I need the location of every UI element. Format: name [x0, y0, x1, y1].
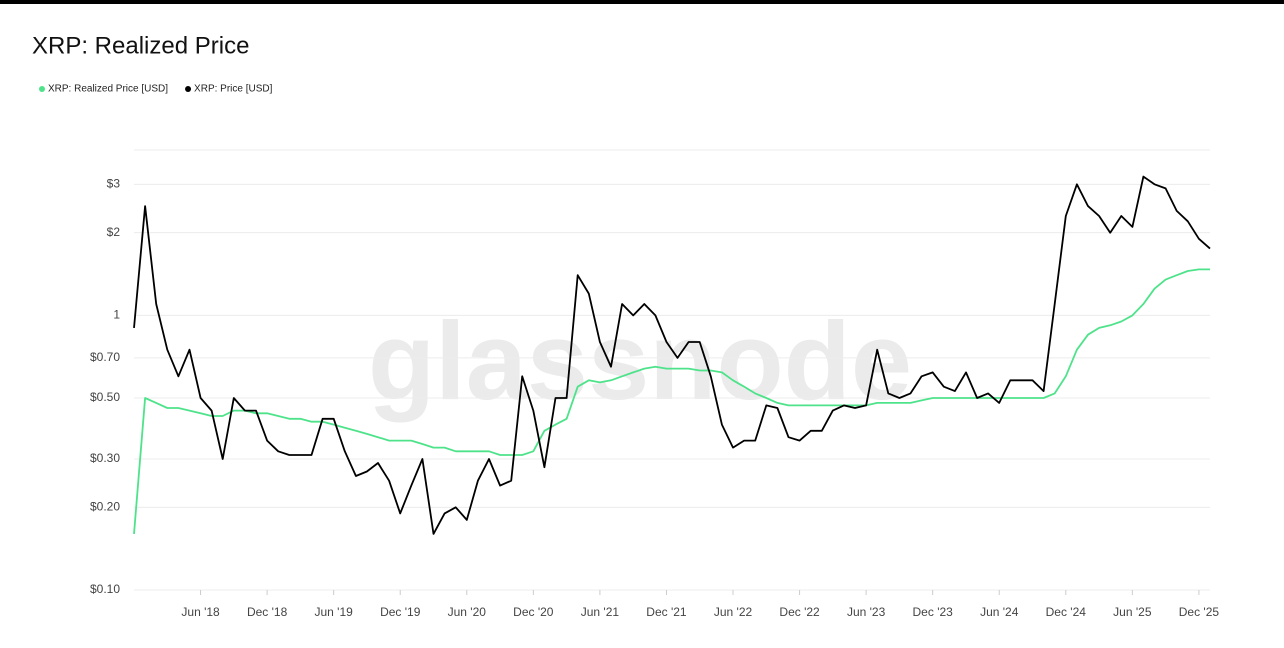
- x-tick-label: Dec '20: [513, 605, 554, 619]
- x-tick-label: Jun '23: [847, 605, 886, 619]
- y-tick-label: $0.70: [90, 350, 120, 364]
- legend-marker: [185, 86, 192, 92]
- legend: XRP: Realized Price [USD] XRP: Price [USD…: [39, 84, 273, 95]
- y-tick-label: $0.50: [90, 390, 120, 404]
- y-tick-label: $0.10: [90, 582, 120, 596]
- x-tick-label: Dec '21: [646, 605, 687, 619]
- legend-marker: [39, 86, 45, 92]
- chart-title: XRP: Realized Price: [32, 32, 249, 59]
- watermark: glassnode: [368, 300, 912, 423]
- x-tick-label: Jun '22: [714, 605, 753, 619]
- x-tick-label: Dec '25: [1179, 605, 1220, 619]
- series-line: [133, 175, 1211, 535]
- legend-label: XRP: Realized Price [USD]: [48, 84, 168, 95]
- y-tick-label: $3: [107, 176, 121, 190]
- top-bar: [0, 0, 1284, 4]
- x-tick-label: Dec '24: [1046, 605, 1087, 619]
- x-tick-label: Dec '19: [380, 605, 421, 619]
- x-tick-label: Jun '20: [448, 605, 487, 619]
- x-tick-label: Jun '21: [581, 605, 620, 619]
- y-tick-label: $0.30: [90, 451, 120, 465]
- legend-label: XRP: Price [USD]: [194, 84, 273, 95]
- y-tick-label: $2: [107, 225, 121, 239]
- x-tick-label: Dec '18: [247, 605, 288, 619]
- x-tick-label: Dec '23: [913, 605, 954, 619]
- y-tick-label: 1: [113, 308, 120, 322]
- series-line: [133, 268, 1210, 534]
- y-tick-label: $0.20: [90, 499, 120, 513]
- x-tick-label: Jun '24: [980, 605, 1019, 619]
- x-tick-label: Dec '22: [779, 605, 820, 619]
- x-tick-label: Jun '25: [1113, 605, 1152, 619]
- x-tick-label: Jun '19: [315, 605, 354, 619]
- x-tick-label: Jun '18: [181, 605, 220, 619]
